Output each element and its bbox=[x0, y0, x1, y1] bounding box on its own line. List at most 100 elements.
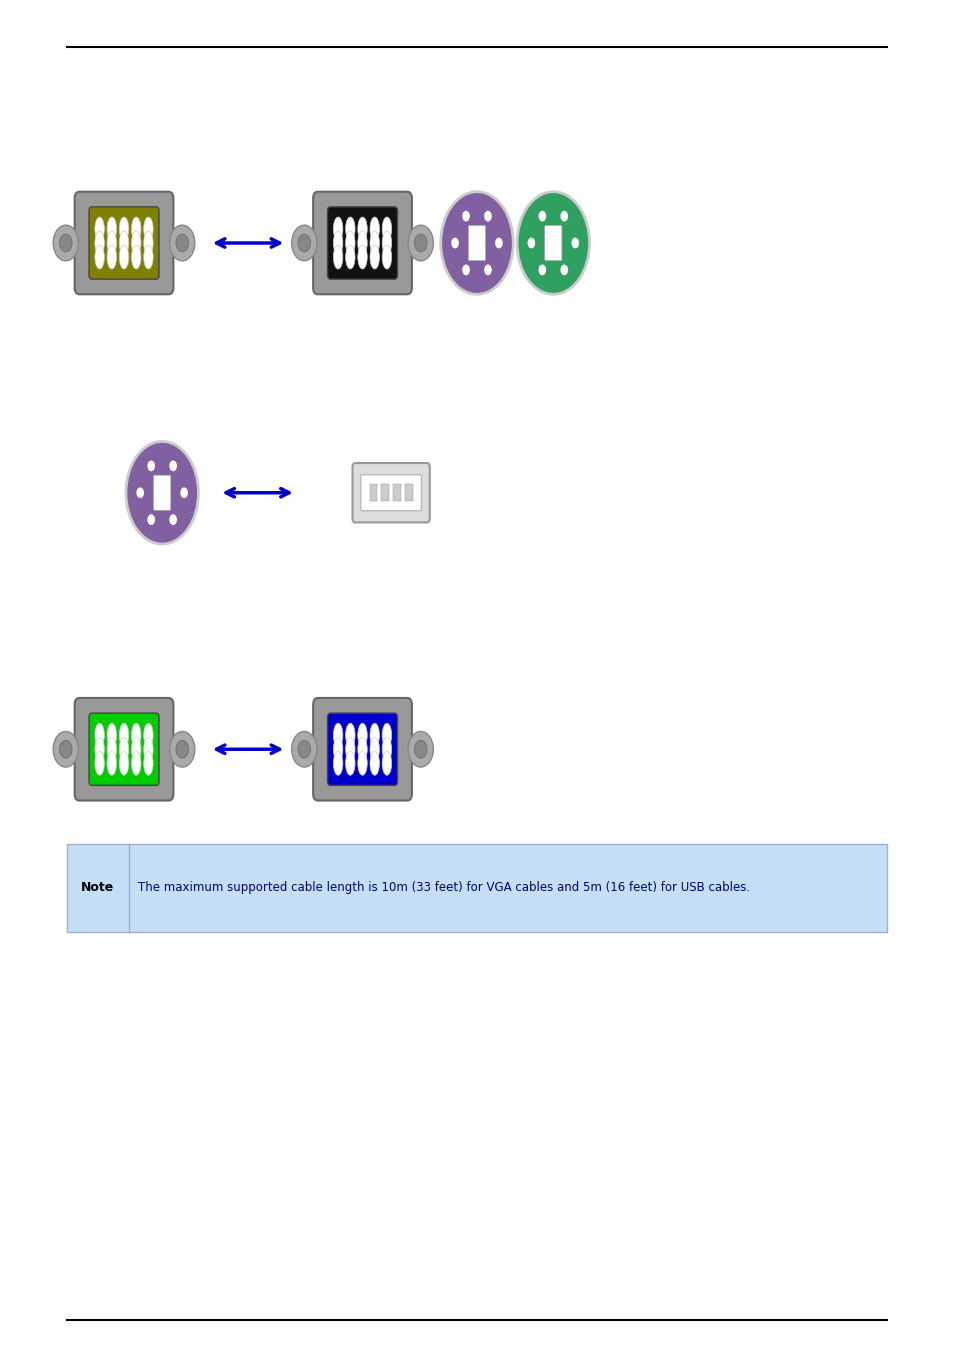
Ellipse shape bbox=[144, 752, 153, 775]
Ellipse shape bbox=[94, 217, 104, 240]
Circle shape bbox=[571, 238, 578, 248]
Ellipse shape bbox=[132, 737, 141, 761]
Ellipse shape bbox=[357, 246, 367, 269]
Text: The maximum supported cable length is 10m (33 feet) for VGA cables and 5m (16 fe: The maximum supported cable length is 10… bbox=[138, 882, 750, 894]
Ellipse shape bbox=[382, 217, 392, 240]
Circle shape bbox=[461, 265, 469, 275]
Ellipse shape bbox=[333, 231, 342, 255]
FancyBboxPatch shape bbox=[67, 844, 886, 931]
Ellipse shape bbox=[119, 217, 129, 240]
Ellipse shape bbox=[333, 246, 342, 269]
Ellipse shape bbox=[370, 737, 379, 761]
Ellipse shape bbox=[119, 246, 129, 269]
Circle shape bbox=[126, 441, 198, 544]
FancyBboxPatch shape bbox=[327, 713, 397, 786]
Ellipse shape bbox=[144, 737, 153, 761]
Ellipse shape bbox=[333, 737, 342, 761]
Circle shape bbox=[170, 732, 194, 767]
FancyBboxPatch shape bbox=[370, 485, 377, 501]
Ellipse shape bbox=[119, 231, 129, 255]
Circle shape bbox=[147, 514, 154, 525]
Circle shape bbox=[517, 192, 589, 294]
FancyBboxPatch shape bbox=[313, 192, 412, 294]
Ellipse shape bbox=[94, 231, 104, 255]
Ellipse shape bbox=[345, 217, 355, 240]
Circle shape bbox=[53, 225, 78, 261]
Circle shape bbox=[170, 460, 177, 471]
FancyBboxPatch shape bbox=[153, 475, 171, 510]
Ellipse shape bbox=[144, 231, 153, 255]
Circle shape bbox=[527, 238, 535, 248]
Ellipse shape bbox=[107, 217, 116, 240]
FancyBboxPatch shape bbox=[352, 463, 429, 522]
Circle shape bbox=[483, 265, 491, 275]
Circle shape bbox=[59, 234, 72, 252]
Ellipse shape bbox=[370, 724, 379, 747]
Ellipse shape bbox=[132, 231, 141, 255]
Ellipse shape bbox=[107, 724, 116, 747]
Ellipse shape bbox=[382, 752, 392, 775]
Circle shape bbox=[170, 225, 194, 261]
Ellipse shape bbox=[345, 231, 355, 255]
Ellipse shape bbox=[370, 752, 379, 775]
Circle shape bbox=[175, 234, 189, 252]
Circle shape bbox=[297, 740, 311, 759]
Ellipse shape bbox=[119, 752, 129, 775]
Ellipse shape bbox=[132, 246, 141, 269]
Ellipse shape bbox=[345, 737, 355, 761]
FancyBboxPatch shape bbox=[393, 485, 400, 501]
Ellipse shape bbox=[382, 737, 392, 761]
Ellipse shape bbox=[357, 724, 367, 747]
FancyBboxPatch shape bbox=[327, 207, 397, 279]
FancyBboxPatch shape bbox=[313, 698, 412, 801]
Circle shape bbox=[461, 211, 469, 221]
Ellipse shape bbox=[94, 246, 104, 269]
Ellipse shape bbox=[370, 217, 379, 240]
Ellipse shape bbox=[345, 752, 355, 775]
Circle shape bbox=[59, 740, 72, 759]
Ellipse shape bbox=[382, 246, 392, 269]
Ellipse shape bbox=[382, 724, 392, 747]
Ellipse shape bbox=[119, 737, 129, 761]
Ellipse shape bbox=[107, 231, 116, 255]
Ellipse shape bbox=[370, 246, 379, 269]
Circle shape bbox=[147, 460, 154, 471]
Ellipse shape bbox=[144, 246, 153, 269]
Ellipse shape bbox=[370, 231, 379, 255]
FancyBboxPatch shape bbox=[381, 485, 389, 501]
FancyBboxPatch shape bbox=[89, 713, 159, 786]
Ellipse shape bbox=[357, 737, 367, 761]
Circle shape bbox=[495, 238, 502, 248]
Ellipse shape bbox=[333, 217, 342, 240]
Ellipse shape bbox=[94, 752, 104, 775]
Ellipse shape bbox=[382, 231, 392, 255]
Circle shape bbox=[537, 265, 545, 275]
FancyBboxPatch shape bbox=[468, 225, 485, 261]
FancyBboxPatch shape bbox=[74, 698, 173, 801]
FancyBboxPatch shape bbox=[404, 485, 412, 501]
Circle shape bbox=[180, 487, 188, 498]
FancyBboxPatch shape bbox=[89, 207, 159, 279]
Circle shape bbox=[440, 192, 513, 294]
Circle shape bbox=[292, 732, 316, 767]
Circle shape bbox=[451, 238, 458, 248]
Circle shape bbox=[408, 225, 433, 261]
Ellipse shape bbox=[144, 217, 153, 240]
Ellipse shape bbox=[345, 724, 355, 747]
Circle shape bbox=[170, 514, 177, 525]
Ellipse shape bbox=[94, 737, 104, 761]
Circle shape bbox=[559, 211, 567, 221]
Circle shape bbox=[414, 234, 427, 252]
Ellipse shape bbox=[94, 724, 104, 747]
Ellipse shape bbox=[333, 724, 342, 747]
FancyBboxPatch shape bbox=[360, 475, 421, 510]
Ellipse shape bbox=[144, 724, 153, 747]
Text: Note: Note bbox=[81, 882, 113, 894]
Circle shape bbox=[408, 732, 433, 767]
Circle shape bbox=[136, 487, 144, 498]
Circle shape bbox=[414, 740, 427, 759]
Ellipse shape bbox=[107, 246, 116, 269]
Circle shape bbox=[483, 211, 491, 221]
Ellipse shape bbox=[357, 231, 367, 255]
Ellipse shape bbox=[345, 246, 355, 269]
